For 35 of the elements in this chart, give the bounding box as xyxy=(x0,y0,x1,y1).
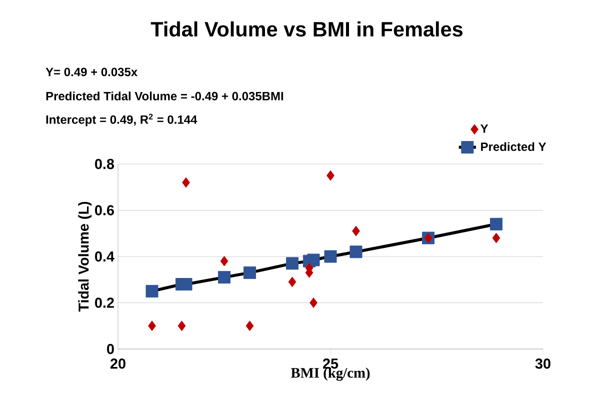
point xyxy=(244,266,256,279)
y-tick-label: 0.6 xyxy=(95,205,114,216)
point xyxy=(178,320,186,332)
y-tick-label: 0.2 xyxy=(95,298,114,308)
text: Y= 0.49 + 0.035x xyxy=(46,68,138,76)
point xyxy=(326,170,334,181)
chart-title: Tidal Volume vs BMI in Females xyxy=(150,21,462,37)
legend-label: Predicted Y xyxy=(481,142,546,152)
legend-label: Y xyxy=(480,124,488,133)
x-tick-label: 30 xyxy=(535,358,550,369)
point xyxy=(307,254,320,266)
point xyxy=(324,250,337,263)
y-axis-title: Tidal Volume (L) xyxy=(78,202,92,312)
point xyxy=(220,256,228,266)
point xyxy=(148,320,156,332)
point xyxy=(492,232,500,244)
y-tick-label: 0.4 xyxy=(95,251,114,262)
point xyxy=(310,298,318,308)
y-tick-label: 0 xyxy=(107,344,114,354)
point xyxy=(182,177,190,188)
point xyxy=(218,271,230,284)
point xyxy=(352,226,360,236)
point xyxy=(490,218,502,230)
y-tick-label: 0.8 xyxy=(95,158,114,170)
x-tick-label: 20 xyxy=(110,358,126,369)
point xyxy=(286,257,299,270)
text: Intercept = 0.49, R$^{2}$ = 0.144 xyxy=(46,114,198,126)
point xyxy=(146,284,158,298)
point xyxy=(288,276,296,288)
point xyxy=(350,246,362,258)
x-axis-title: BMI (kg/cm) xyxy=(290,368,370,381)
text: Predicted Tidal Volume = -0.49 + 0.035BMI xyxy=(46,92,284,100)
point xyxy=(246,320,254,332)
point xyxy=(180,278,192,290)
x-tick-label: 25 xyxy=(322,358,338,369)
